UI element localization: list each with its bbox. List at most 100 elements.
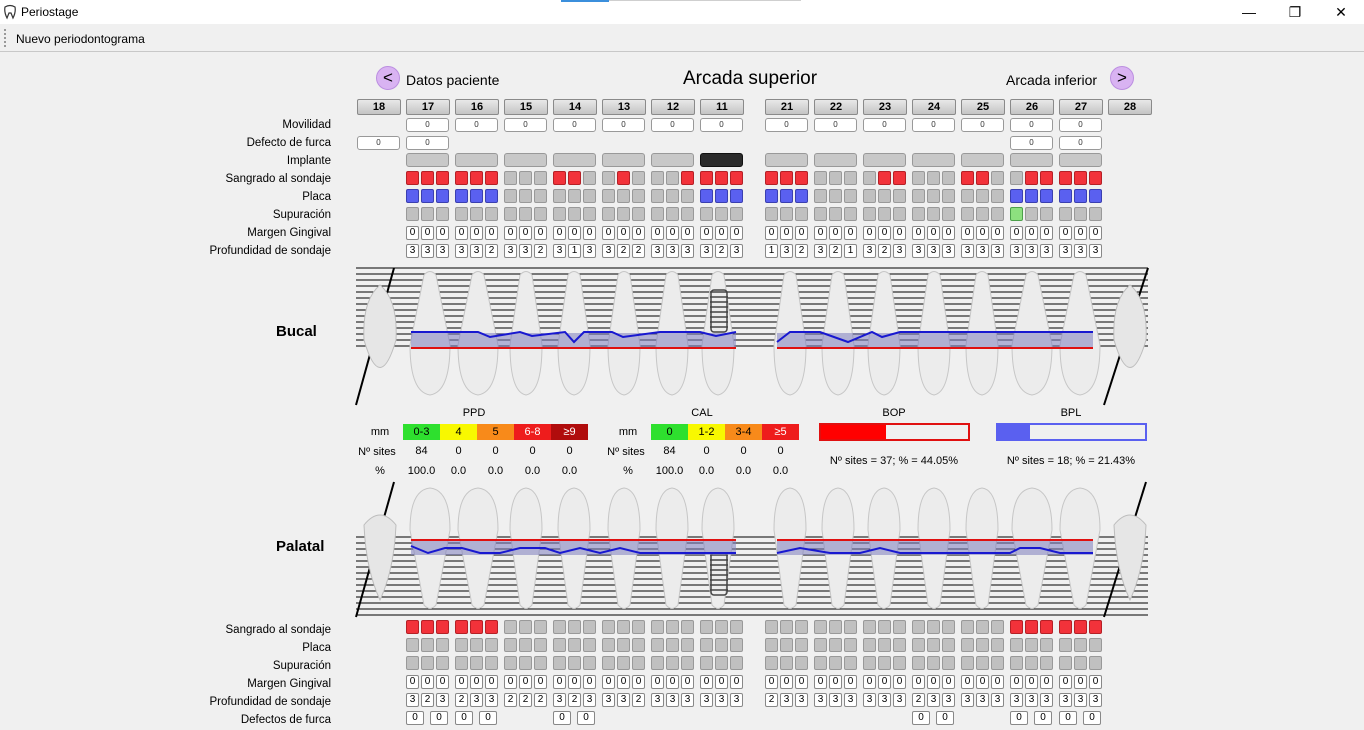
implant-toggle-25[interactable] bbox=[961, 153, 1004, 167]
suppuration-buccal-site-22-1[interactable] bbox=[814, 207, 827, 221]
new-periodontogram-button[interactable]: Nuevo periodontograma bbox=[16, 32, 145, 46]
plaque-palatal-site-14-2[interactable] bbox=[568, 638, 581, 652]
pd-buccal-site-23-3[interactable]: 3 bbox=[893, 244, 906, 258]
pd-buccal-site-17-2[interactable]: 3 bbox=[421, 244, 434, 258]
gm-palatal-site-25-3[interactable]: 0 bbox=[991, 675, 1004, 689]
plaque-buccal-site-16-1[interactable] bbox=[455, 189, 468, 203]
mobility-field-15[interactable]: 0 bbox=[504, 118, 547, 132]
pd-buccal-site-13-2[interactable]: 2 bbox=[617, 244, 630, 258]
patient-data-link[interactable]: Datos paciente bbox=[406, 72, 500, 88]
suppuration-palatal-site-22-3[interactable] bbox=[844, 656, 857, 670]
suppuration-palatal-site-21-2[interactable] bbox=[780, 656, 793, 670]
pd-buccal-site-27-3[interactable]: 3 bbox=[1089, 244, 1102, 258]
plaque-buccal-site-14-2[interactable] bbox=[568, 189, 581, 203]
plaque-buccal-site-22-2[interactable] bbox=[829, 189, 842, 203]
gm-buccal-site-16-1[interactable]: 0 bbox=[455, 226, 468, 240]
suppuration-buccal-site-26-1[interactable] bbox=[1010, 207, 1023, 221]
pd-buccal-site-26-3[interactable]: 3 bbox=[1040, 244, 1053, 258]
pd-palatal-site-25-1[interactable]: 3 bbox=[961, 693, 974, 707]
suppuration-palatal-site-11-1[interactable] bbox=[700, 656, 713, 670]
bop-palatal-site-27-2[interactable] bbox=[1074, 620, 1087, 634]
gm-palatal-site-24-3[interactable]: 0 bbox=[942, 675, 955, 689]
gm-buccal-site-27-3[interactable]: 0 bbox=[1089, 226, 1102, 240]
gm-palatal-site-16-1[interactable]: 0 bbox=[455, 675, 468, 689]
tooth-number-26[interactable]: 26 bbox=[1010, 99, 1054, 115]
plaque-palatal-site-26-3[interactable] bbox=[1040, 638, 1053, 652]
gm-palatal-site-13-3[interactable]: 0 bbox=[632, 675, 645, 689]
pd-palatal-site-14-1[interactable]: 3 bbox=[553, 693, 566, 707]
bop-buccal-site-23-1[interactable] bbox=[863, 171, 876, 185]
suppuration-buccal-site-23-2[interactable] bbox=[878, 207, 891, 221]
gm-buccal-site-22-1[interactable]: 0 bbox=[814, 226, 827, 240]
suppuration-palatal-site-25-2[interactable] bbox=[976, 656, 989, 670]
mobility-field-21[interactable]: 0 bbox=[765, 118, 808, 132]
bop-palatal-site-13-1[interactable] bbox=[602, 620, 615, 634]
furcation-bottom-27-2[interactable]: 0 bbox=[1083, 711, 1101, 725]
suppuration-palatal-site-12-1[interactable] bbox=[651, 656, 664, 670]
tooth-number-22[interactable]: 22 bbox=[814, 99, 858, 115]
gm-palatal-site-23-2[interactable]: 0 bbox=[878, 675, 891, 689]
plaque-buccal-site-14-3[interactable] bbox=[583, 189, 596, 203]
suppuration-palatal-site-25-1[interactable] bbox=[961, 656, 974, 670]
pd-buccal-site-17-1[interactable]: 3 bbox=[406, 244, 419, 258]
implant-toggle-21[interactable] bbox=[765, 153, 808, 167]
gm-buccal-site-15-1[interactable]: 0 bbox=[504, 226, 517, 240]
pd-buccal-site-12-1[interactable]: 3 bbox=[651, 244, 664, 258]
pd-palatal-site-22-3[interactable]: 3 bbox=[844, 693, 857, 707]
pd-palatal-site-17-2[interactable]: 2 bbox=[421, 693, 434, 707]
gm-palatal-site-24-2[interactable]: 0 bbox=[927, 675, 940, 689]
tooth-number-14[interactable]: 14 bbox=[553, 99, 597, 115]
gm-palatal-site-23-3[interactable]: 0 bbox=[893, 675, 906, 689]
bop-buccal-site-25-3[interactable] bbox=[991, 171, 1004, 185]
gm-palatal-site-16-2[interactable]: 0 bbox=[470, 675, 483, 689]
pd-palatal-site-17-1[interactable]: 3 bbox=[406, 693, 419, 707]
bop-buccal-site-15-1[interactable] bbox=[504, 171, 517, 185]
bop-palatal-site-21-1[interactable] bbox=[765, 620, 778, 634]
bop-palatal-site-11-3[interactable] bbox=[730, 620, 743, 634]
gm-buccal-site-13-1[interactable]: 0 bbox=[602, 226, 615, 240]
implant-toggle-23[interactable] bbox=[863, 153, 906, 167]
suppuration-buccal-site-11-3[interactable] bbox=[730, 207, 743, 221]
suppuration-buccal-site-24-3[interactable] bbox=[942, 207, 955, 221]
gm-buccal-site-27-1[interactable]: 0 bbox=[1059, 226, 1072, 240]
bop-buccal-site-17-1[interactable] bbox=[406, 171, 419, 185]
bop-buccal-site-27-2[interactable] bbox=[1074, 171, 1087, 185]
bop-palatal-site-15-2[interactable] bbox=[519, 620, 532, 634]
suppuration-palatal-site-11-3[interactable] bbox=[730, 656, 743, 670]
gm-buccal-site-23-1[interactable]: 0 bbox=[863, 226, 876, 240]
pd-palatal-site-12-2[interactable]: 3 bbox=[666, 693, 679, 707]
plaque-buccal-site-12-3[interactable] bbox=[681, 189, 694, 203]
implant-toggle-12[interactable] bbox=[651, 153, 694, 167]
pd-palatal-site-15-3[interactable]: 2 bbox=[534, 693, 547, 707]
tooth-number-16[interactable]: 16 bbox=[455, 99, 499, 115]
bop-palatal-site-17-2[interactable] bbox=[421, 620, 434, 634]
plaque-palatal-site-24-2[interactable] bbox=[927, 638, 940, 652]
bop-palatal-site-11-1[interactable] bbox=[700, 620, 713, 634]
plaque-palatal-site-24-3[interactable] bbox=[942, 638, 955, 652]
pd-palatal-site-16-1[interactable]: 2 bbox=[455, 693, 468, 707]
gm-palatal-site-11-2[interactable]: 0 bbox=[715, 675, 728, 689]
suppuration-palatal-site-26-1[interactable] bbox=[1010, 656, 1023, 670]
bop-palatal-site-27-3[interactable] bbox=[1089, 620, 1102, 634]
gm-buccal-site-24-1[interactable]: 0 bbox=[912, 226, 925, 240]
bop-buccal-site-15-3[interactable] bbox=[534, 171, 547, 185]
plaque-palatal-site-21-3[interactable] bbox=[795, 638, 808, 652]
bop-buccal-site-23-2[interactable] bbox=[878, 171, 891, 185]
gm-buccal-site-13-2[interactable]: 0 bbox=[617, 226, 630, 240]
suppuration-buccal-site-16-3[interactable] bbox=[485, 207, 498, 221]
bop-palatal-site-21-2[interactable] bbox=[780, 620, 793, 634]
pd-palatal-site-12-1[interactable]: 3 bbox=[651, 693, 664, 707]
pd-palatal-site-16-3[interactable]: 3 bbox=[485, 693, 498, 707]
plaque-buccal-site-22-1[interactable] bbox=[814, 189, 827, 203]
implant-toggle-15[interactable] bbox=[504, 153, 547, 167]
suppuration-palatal-site-16-1[interactable] bbox=[455, 656, 468, 670]
plaque-palatal-site-12-2[interactable] bbox=[666, 638, 679, 652]
bop-palatal-site-11-2[interactable] bbox=[715, 620, 728, 634]
gm-buccal-site-13-3[interactable]: 0 bbox=[632, 226, 645, 240]
pd-palatal-site-23-1[interactable]: 3 bbox=[863, 693, 876, 707]
plaque-palatal-site-25-3[interactable] bbox=[991, 638, 1004, 652]
plaque-palatal-site-11-3[interactable] bbox=[730, 638, 743, 652]
plaque-palatal-site-21-1[interactable] bbox=[765, 638, 778, 652]
bop-buccal-site-27-1[interactable] bbox=[1059, 171, 1072, 185]
plaque-palatal-site-13-1[interactable] bbox=[602, 638, 615, 652]
